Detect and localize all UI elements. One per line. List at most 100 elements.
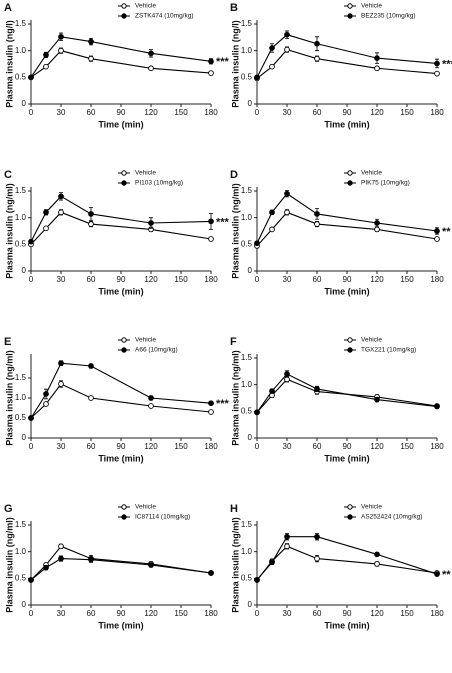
x-tick-label: 60 xyxy=(313,108,322,117)
x-axis-label: Time (min) xyxy=(98,453,143,463)
data-point xyxy=(88,38,94,45)
series-line xyxy=(256,48,438,79)
x-tick-label: 30 xyxy=(283,108,292,117)
data-point xyxy=(148,403,154,409)
legend-marker xyxy=(347,504,353,510)
x-tick-label: 90 xyxy=(343,275,352,284)
legend-label: TGX221 (10mg/kg) xyxy=(361,347,416,354)
y-axis-label: Plasma insulin (ng/ml) xyxy=(230,183,240,279)
legend-label: PI103 (10mg/kg) xyxy=(135,180,183,187)
y-tick-label: 1.5 xyxy=(241,520,253,529)
data-point xyxy=(43,225,49,232)
data-point xyxy=(434,236,440,242)
y-tick-label: 0.5 xyxy=(241,406,253,415)
y-axis-label: Plasma insulin (ng/ml) xyxy=(4,183,14,279)
data-point xyxy=(58,209,64,216)
x-axis-label: Time (min) xyxy=(324,119,369,129)
legend-label: Vehicle xyxy=(135,337,156,344)
series-line xyxy=(30,362,212,419)
x-tick-label: 180 xyxy=(204,275,218,284)
x-tick-label: 30 xyxy=(57,442,66,451)
y-axis-label: Plasma insulin (ng/ml) xyxy=(4,517,14,613)
y-tick-label: 0.5 xyxy=(241,239,253,248)
legend-label: AS252424 (10mg/kg) xyxy=(361,514,422,521)
data-point xyxy=(28,577,34,583)
data-point xyxy=(254,240,260,247)
x-tick-label: 60 xyxy=(87,275,96,284)
x-tick-label: 180 xyxy=(430,108,444,117)
y-axis-label: Plasma insulin (ng/ml) xyxy=(4,350,14,446)
y-tick-label: 1.0 xyxy=(15,46,27,55)
y-tick-label: 0 xyxy=(248,266,253,275)
series-line xyxy=(30,50,212,78)
legend-marker xyxy=(347,3,353,9)
x-tick-label: 0 xyxy=(255,108,260,117)
data-point xyxy=(269,45,275,51)
series-line xyxy=(256,378,438,413)
x-axis-label: Time (min) xyxy=(324,620,369,630)
y-tick-label: 1.5 xyxy=(15,186,27,195)
x-tick-label: 60 xyxy=(313,609,322,618)
data-point xyxy=(254,577,260,583)
y-tick-label: 0 xyxy=(22,266,27,275)
legend-label: Vehicle xyxy=(361,3,382,10)
panel-label: D xyxy=(230,169,238,181)
x-tick-label: 150 xyxy=(400,275,414,284)
data-point xyxy=(374,551,380,558)
data-point xyxy=(269,559,275,566)
x-tick-label: 90 xyxy=(343,609,352,618)
data-point xyxy=(28,74,34,81)
x-tick-label: 0 xyxy=(29,442,34,451)
x-tick-label: 60 xyxy=(313,275,322,284)
data-point xyxy=(434,403,440,410)
legend-label: Vehicle xyxy=(135,504,156,511)
y-tick-label: 1.5 xyxy=(15,520,27,529)
data-point xyxy=(374,65,380,72)
data-point xyxy=(284,209,290,216)
x-axis-label: Time (min) xyxy=(98,286,143,296)
x-tick-label: 0 xyxy=(255,609,260,618)
legend-marker xyxy=(347,170,353,176)
legend-label: Vehicle xyxy=(361,504,382,511)
y-tick-label: 0.5 xyxy=(15,239,27,248)
data-point xyxy=(43,564,49,571)
panel-label: E xyxy=(4,336,11,348)
series-line xyxy=(30,383,212,419)
data-point xyxy=(284,543,290,550)
data-point xyxy=(269,209,275,216)
data-point xyxy=(434,571,440,577)
data-point xyxy=(269,388,275,394)
x-tick-label: 150 xyxy=(174,609,188,618)
significance-annotation: ** xyxy=(442,226,451,238)
panel-label: A xyxy=(4,2,12,14)
data-point xyxy=(374,55,380,61)
x-tick-label: 150 xyxy=(400,442,414,451)
data-point xyxy=(88,556,94,563)
data-point xyxy=(43,63,49,70)
x-tick-label: 120 xyxy=(144,609,158,618)
data-point xyxy=(434,228,440,234)
panel-label: H xyxy=(230,503,238,515)
y-tick-label: 0 xyxy=(248,600,253,609)
data-point xyxy=(269,226,275,233)
x-tick-label: 60 xyxy=(87,108,96,117)
data-point xyxy=(88,363,94,369)
data-point xyxy=(148,562,154,568)
y-tick-label: 0.5 xyxy=(15,413,27,422)
x-tick-label: 60 xyxy=(87,609,96,618)
x-tick-label: 120 xyxy=(370,442,384,451)
series-line xyxy=(30,36,212,78)
significance-annotation: ** xyxy=(442,569,451,581)
x-tick-label: 150 xyxy=(174,442,188,451)
data-point xyxy=(88,211,94,217)
x-tick-label: 90 xyxy=(117,609,126,618)
panel: A 0 0.5 1.0 1.5 0 30 60 90 120 150 180 Time (min) Pla… xyxy=(4,2,230,129)
series-line xyxy=(30,558,212,581)
panel: E 0 0.5 1.0 1.5 0 30 60 90 120 150 180 Time (min) Pla… xyxy=(4,336,230,463)
legend-marker xyxy=(347,514,353,520)
data-point xyxy=(28,238,34,245)
data-point xyxy=(374,396,380,403)
data-point xyxy=(58,33,64,40)
x-axis-label: Time (min) xyxy=(98,620,143,630)
data-point xyxy=(148,65,154,72)
